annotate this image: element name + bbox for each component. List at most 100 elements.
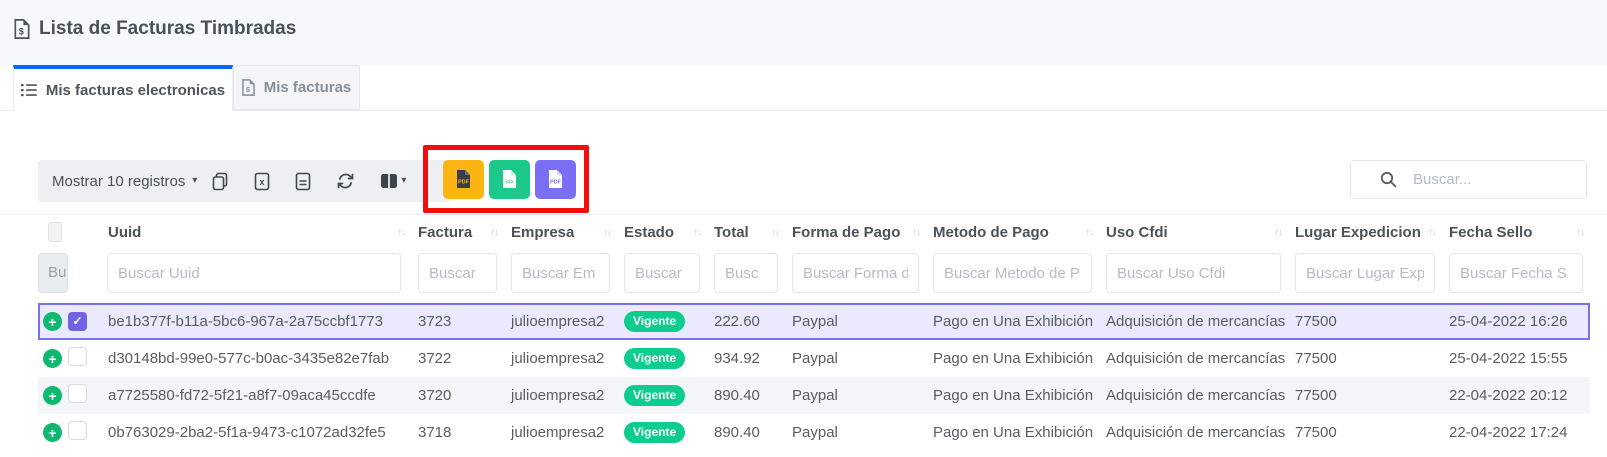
tab-label: Mis facturas electronicas xyxy=(45,81,226,99)
column-header-total[interactable]: Total ↑↓ xyxy=(714,223,780,241)
filter-uso-cfdi-input[interactable] xyxy=(1106,253,1281,293)
sort-icon[interactable]: ↑↓ xyxy=(1576,226,1585,238)
row-checkbox[interactable]: ✓ xyxy=(68,312,87,331)
cell-metodo-de-pago: Pago en Una Exhibición xyxy=(933,424,1094,441)
tab-label: Mis facturas xyxy=(263,79,352,96)
filter-estado-input[interactable] xyxy=(624,253,700,293)
sort-icon[interactable]: ↑↓ xyxy=(603,226,612,238)
column-header-forma-de-pago[interactable]: Forma de Pago ↑↓ xyxy=(792,223,921,241)
cell-forma-de-pago: Paypal xyxy=(792,350,838,367)
table-row[interactable]: + d30148bd-99e0-577c-b0ac-3435e82e7fab 3… xyxy=(38,340,1590,377)
cell-total: 890.40 xyxy=(714,387,760,404)
export-excel-button[interactable]: x xyxy=(254,172,270,191)
svg-text:PDF: PDF xyxy=(458,180,470,186)
copy-icon xyxy=(213,172,228,190)
select-all-cell xyxy=(38,222,68,242)
sort-icon[interactable]: ↑↓ xyxy=(397,226,406,238)
cell-uuid: a7725580-fd72-5f21-a8f7-09aca45ccdfe xyxy=(108,387,376,404)
cell-uso-cfdi: Adquisición de mercancías xyxy=(1106,387,1286,404)
cell-estado: Vigente xyxy=(617,422,707,443)
svg-text:$: $ xyxy=(19,27,24,37)
sort-icon[interactable]: ↑↓ xyxy=(693,226,702,238)
filter-forma-de-pago-input[interactable] xyxy=(792,253,919,293)
sort-icon[interactable]: ↑↓ xyxy=(771,226,780,238)
column-header-fecha-sello[interactable]: Fecha Sello ↑↓ xyxy=(1449,223,1585,241)
expand-row-icon[interactable]: + xyxy=(43,349,62,368)
cell-fecha-sello: 22-04-2022 17:24 xyxy=(1449,424,1568,441)
search-input[interactable] xyxy=(1350,160,1587,199)
xml-export-icon: </> xyxy=(503,170,516,188)
export-pdf-yellow-button[interactable]: PDF xyxy=(443,159,484,199)
column-header-uuid[interactable]: Uuid ↑↓ xyxy=(108,223,406,241)
table-row[interactable]: + a7725580-fd72-5f21-a8f7-09aca45ccdfe 3… xyxy=(38,377,1590,414)
expand-cell: + xyxy=(38,386,68,405)
filter-total-input[interactable] xyxy=(714,253,778,293)
expand-cell: + xyxy=(38,349,68,368)
svg-text:PDF: PDF xyxy=(550,180,562,186)
copy-button[interactable] xyxy=(211,172,229,191)
sort-icon[interactable]: ↑↓ xyxy=(912,226,921,238)
row-checkbox[interactable] xyxy=(68,384,87,403)
cell-uuid: d30148bd-99e0-577c-b0ac-3435e82e7fab xyxy=(108,350,390,367)
expand-row-icon[interactable]: + xyxy=(43,312,62,331)
sort-icon[interactable]: ↑↓ xyxy=(1428,226,1437,238)
filter-metodo-de-pago-input[interactable] xyxy=(933,253,1092,293)
row-checkbox[interactable] xyxy=(68,421,87,440)
filter-uuid-input[interactable] xyxy=(107,253,401,293)
page-length-dropdown[interactable]: Mostrar 10 registros ▾ xyxy=(52,173,197,190)
column-header-estado[interactable]: Estado ↑↓ xyxy=(624,223,702,241)
cell-uso-cfdi: Adquisición de mercancías xyxy=(1106,350,1286,367)
cell-empresa: julioempresa2 xyxy=(511,350,605,367)
export-pdf-purple-button[interactable]: PDF xyxy=(535,159,576,199)
status-badge: Vigente xyxy=(624,385,686,406)
checkbox-cell: ✓ xyxy=(68,312,103,331)
column-header-lugar-expedicion[interactable]: Lugar Expedicion ↑↓ xyxy=(1295,223,1437,241)
filter-spacer xyxy=(68,250,103,296)
checkbox-cell xyxy=(68,384,103,407)
filter-row: Bu xyxy=(38,250,1590,296)
cell-lugar-expedicion: 77500 xyxy=(1295,424,1337,441)
sort-icon[interactable]: ↑↓ xyxy=(490,226,499,238)
cell-empresa: julioempresa2 xyxy=(511,313,605,330)
toolbar-icon-group: x xyxy=(211,172,406,191)
sort-icon[interactable]: ↑↓ xyxy=(1085,226,1094,238)
sort-icon[interactable]: ↑↓ xyxy=(1274,226,1283,238)
column-header-empresa[interactable]: Empresa ↑↓ xyxy=(511,223,612,241)
cell-fecha-sello: 25-04-2022 15:55 xyxy=(1449,350,1568,367)
tab-mis-facturas[interactable]: $ Mis facturas xyxy=(233,65,360,110)
table-toolbar: Mostrar 10 registros ▾ x xyxy=(38,160,451,202)
cell-total: 222.60 xyxy=(714,313,760,330)
filter-lugar-expedicion-input[interactable] xyxy=(1295,253,1435,293)
filter-factura-input[interactable] xyxy=(418,253,497,293)
cell-uuid: be1b377f-b11a-5bc6-967a-2a75ccbf1773 xyxy=(108,313,383,330)
caret-down-icon: ▾ xyxy=(192,175,198,186)
export-file-button[interactable] xyxy=(295,172,311,191)
table-body: + ✓ be1b377f-b11a-5bc6-967a-2a75ccbf1773… xyxy=(38,303,1590,451)
table-row[interactable]: + 0b763029-2ba2-5f1a-9473-c1072ad32fe5 3… xyxy=(38,414,1590,451)
export-xml-green-button[interactable]: </> xyxy=(489,159,530,199)
status-badge: Vigente xyxy=(624,348,686,369)
status-badge: Vigente xyxy=(624,311,686,332)
column-header-metodo-de-pago[interactable]: Metodo de Pago ↑↓ xyxy=(933,223,1094,241)
refresh-button[interactable] xyxy=(336,172,355,190)
column-visibility-button[interactable]: ▾ xyxy=(380,173,406,189)
column-header-factura[interactable]: Factura ↑↓ xyxy=(418,223,499,241)
table-top-divider xyxy=(0,214,1607,215)
cell-forma-de-pago: Paypal xyxy=(792,424,838,441)
expand-row-icon[interactable]: + xyxy=(43,423,62,442)
expand-row-icon[interactable]: + xyxy=(43,386,62,405)
row-checkbox[interactable] xyxy=(68,347,87,366)
table-row[interactable]: + ✓ be1b377f-b11a-5bc6-967a-2a75ccbf1773… xyxy=(38,303,1590,340)
tab-mis-facturas-electronicas[interactable]: Mis facturas electronicas xyxy=(13,65,233,111)
filter-fecha-sello-input[interactable] xyxy=(1449,253,1583,293)
svg-text:x: x xyxy=(260,177,265,187)
filter-empresa-input[interactable] xyxy=(511,253,610,293)
filter-mini-input[interactable]: Bu xyxy=(38,253,68,293)
select-all-checkbox[interactable] xyxy=(48,222,62,242)
search-icon xyxy=(1380,171,1397,188)
cell-factura: 3722 xyxy=(418,350,452,367)
cell-lugar-expedicion: 77500 xyxy=(1295,313,1337,330)
column-header-uso-cfdi[interactable]: Uso Cfdi ↑↓ xyxy=(1106,223,1283,241)
cell-forma-de-pago: Paypal xyxy=(792,313,838,330)
